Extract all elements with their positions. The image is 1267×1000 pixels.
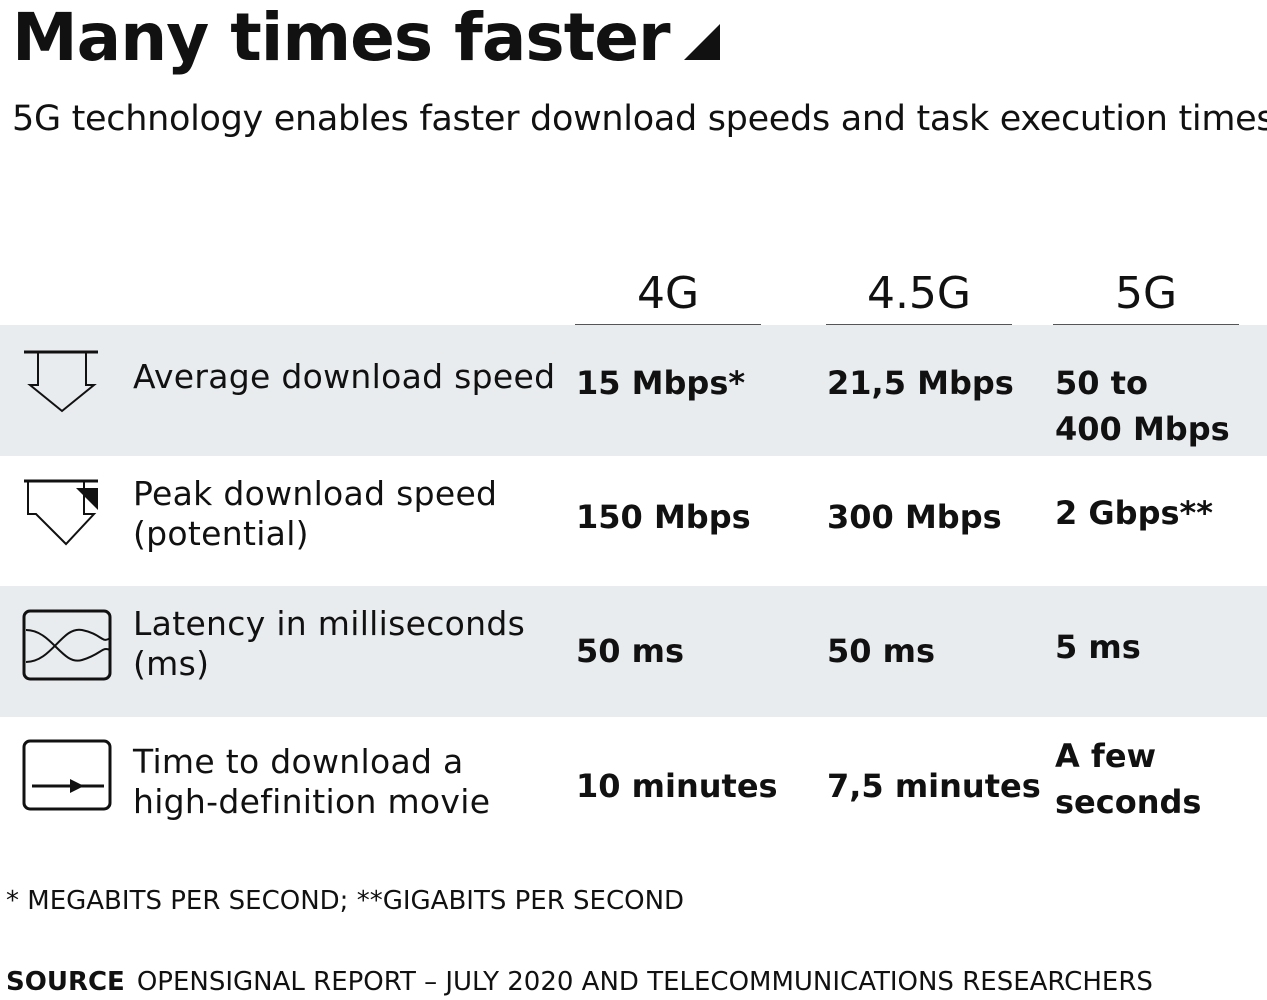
timeline-arrow-icon: [22, 739, 112, 811]
cell-value: 7,5 minutes: [827, 767, 1041, 805]
cell-value: A few seconds: [1055, 737, 1202, 821]
column-header-5g: 5G: [1053, 268, 1239, 325]
cell-value: 150 Mbps: [576, 498, 751, 536]
triangle-marker-icon: [683, 23, 720, 60]
chart-subtitle: 5G technology enables faster download sp…: [12, 99, 1267, 139]
table-row-peak-download: Peak download speed (potential) 150 Mbps…: [0, 456, 1267, 586]
latency-wave-icon: [22, 609, 112, 681]
source-text: OPENSIGNAL REPORT – JULY 2020 AND TELECO…: [136, 967, 1153, 997]
cell-value: 5 ms: [1055, 628, 1141, 666]
table-row-average-download: Average download speed 15 Mbps* 21,5 Mbp…: [0, 325, 1267, 456]
chart-title-text: Many times faster: [12, 0, 671, 76]
cell-value: 300 Mbps: [827, 498, 1002, 536]
row-label: Average download speed: [133, 357, 556, 396]
row-label: Latency in milliseconds (ms): [133, 604, 526, 683]
cell-value: 2 Gbps**: [1055, 494, 1213, 532]
cell-value: 50 ms: [827, 632, 936, 670]
column-header-4-5g: 4.5G: [826, 268, 1012, 325]
cell-value: 50 to 400 Mbps: [1055, 364, 1230, 448]
table-row-latency: Latency in milliseconds (ms) 50 ms 50 ms…: [0, 586, 1267, 717]
cell-value: 50 ms: [576, 632, 685, 670]
cell-value: 15 Mbps*: [576, 364, 746, 402]
source-line: SOURCE OPENSIGNAL REPORT – JULY 2020 AND …: [6, 964, 1153, 1000]
source-label: SOURCE: [6, 967, 125, 997]
footnote: * MEGABITS PER SECOND; **GIGABITS PER SE…: [6, 886, 685, 916]
cell-value: 21,5 Mbps: [827, 364, 1014, 402]
chart-title: Many times faster: [12, 0, 720, 78]
arrow-down-from-bar-icon: [24, 350, 98, 413]
table-row-movie-download: Time to download a high-definition movie…: [0, 717, 1267, 857]
arrow-down-peak-icon: [24, 479, 98, 546]
row-label: Peak download speed (potential): [133, 474, 498, 553]
column-header-4g: 4G: [575, 268, 761, 325]
row-label: Time to download a high-definition movie: [133, 742, 491, 821]
cell-value: 10 minutes: [576, 767, 778, 805]
